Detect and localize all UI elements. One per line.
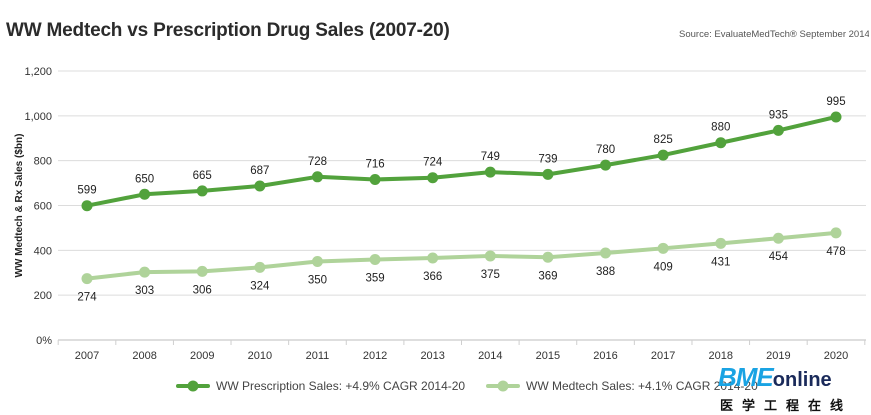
- x-tick-label: 2014: [478, 350, 502, 362]
- data-label: 454: [769, 251, 789, 263]
- legend-swatch-marker: [187, 380, 199, 392]
- data-label: 724: [423, 157, 443, 169]
- data-point: [600, 247, 612, 259]
- data-point: [369, 173, 381, 185]
- data-point: [715, 237, 727, 249]
- x-tick-label: 2020: [824, 350, 848, 362]
- source-note: Source: EvaluateMedTech® September 2014: [679, 29, 869, 40]
- data-point: [427, 252, 439, 264]
- data-label: 995: [826, 96, 845, 108]
- data-label: 409: [654, 261, 673, 273]
- series-line: [85, 230, 838, 281]
- data-point: [81, 200, 93, 212]
- x-tick-label: 2019: [766, 350, 790, 362]
- data-label: 825: [654, 134, 673, 146]
- logo-bme-text: BME: [718, 362, 774, 392]
- data-point: [484, 166, 496, 178]
- data-point: [542, 168, 554, 180]
- data-label: 306: [193, 284, 212, 296]
- data-label: 369: [538, 270, 557, 282]
- data-point: [254, 261, 266, 273]
- data-label: 359: [365, 273, 384, 285]
- x-tick-label: 2009: [190, 350, 214, 362]
- legend-swatch-marker: [497, 380, 509, 392]
- x-tick-label: 2016: [593, 350, 617, 362]
- logo-chinese-text: 医学工程在线: [720, 399, 853, 414]
- grid-lines: [57, 70, 866, 345]
- data-label: 375: [481, 269, 500, 281]
- legend-label: WW Medtech Sales: +4.1% CAGR 2014-20: [526, 379, 758, 393]
- data-point: [427, 172, 439, 184]
- data-point: [542, 251, 554, 263]
- data-point: [369, 254, 381, 266]
- data-label: 599: [77, 185, 96, 197]
- data-point: [139, 188, 151, 200]
- data-point: [311, 171, 323, 183]
- data-point: [830, 227, 842, 239]
- y-tick-label: 1,000: [24, 111, 52, 123]
- y-tick-label: 1,200: [24, 66, 52, 78]
- x-tick-label: 2011: [306, 350, 330, 362]
- data-point: [772, 124, 784, 136]
- data-label: 935: [769, 109, 788, 121]
- y-axis-label: WW Medtech & Rx Sales ($bn): [14, 134, 25, 278]
- x-tick-label: 2015: [536, 350, 560, 362]
- y-tick-label: 200: [34, 290, 52, 302]
- data-label: 739: [538, 153, 557, 165]
- data-point: [657, 149, 669, 161]
- y-tick-label: 800: [34, 156, 52, 168]
- data-labels: 599 650 665 687 728 716 724 749 739 780 825 880 935 9…: [77, 96, 845, 304]
- data-point: [196, 265, 208, 277]
- series: [81, 111, 842, 285]
- x-tick-label: 2018: [709, 350, 733, 362]
- x-tick-label: 2012: [363, 350, 387, 362]
- x-tick-label: 2007: [75, 350, 99, 362]
- data-label: 478: [826, 246, 845, 258]
- data-label: 388: [596, 266, 615, 278]
- data-label: 687: [250, 165, 269, 177]
- data-point: [139, 266, 151, 278]
- data-label: 303: [135, 285, 154, 297]
- x-tick-label: 2008: [132, 350, 156, 362]
- legend-label: WW Prescription Sales: +4.9% CAGR 2014-2…: [216, 379, 465, 393]
- x-tick-label: 2017: [651, 350, 675, 362]
- data-point: [657, 242, 669, 254]
- logo-online-text: online: [772, 369, 832, 391]
- data-label: 880: [711, 122, 730, 134]
- bme-online-logo: BMEonline 医学工程在线: [718, 362, 868, 414]
- y-tick-label: 0%: [36, 335, 52, 347]
- data-point: [311, 256, 323, 268]
- data-label: 431: [711, 256, 730, 268]
- y-tick-label: 400: [34, 245, 52, 257]
- data-point: [196, 185, 208, 197]
- data-label: 780: [596, 144, 615, 156]
- data-label: 324: [250, 280, 270, 292]
- axes: 0% 200 400 600 800 1,000 1,200 2007 2008 2009 2010…: [14, 66, 848, 362]
- legend: WW Prescription Sales: +4.9% CAGR 2014-2…: [176, 379, 758, 393]
- x-tick-label: 2013: [420, 350, 444, 362]
- data-label: 366: [423, 271, 442, 283]
- data-label: 716: [365, 158, 384, 170]
- data-label: 728: [308, 156, 327, 168]
- data-label: 749: [481, 151, 500, 163]
- data-label: 350: [308, 275, 327, 287]
- data-point: [600, 159, 612, 171]
- x-tick-label: 2010: [248, 350, 272, 362]
- data-label: 665: [193, 170, 212, 182]
- series-line: [85, 114, 838, 208]
- data-label: 274: [77, 292, 97, 304]
- data-point: [715, 137, 727, 149]
- logo-wordmark: BMEonline: [718, 362, 832, 393]
- data-point: [254, 180, 266, 192]
- chart-title: WW Medtech vs Prescription Drug Sales (2…: [6, 20, 450, 41]
- data-point: [830, 111, 842, 123]
- data-point: [81, 273, 93, 285]
- data-point: [484, 250, 496, 262]
- data-label: 650: [135, 173, 154, 185]
- data-point: [772, 232, 784, 244]
- y-tick-label: 600: [34, 201, 52, 213]
